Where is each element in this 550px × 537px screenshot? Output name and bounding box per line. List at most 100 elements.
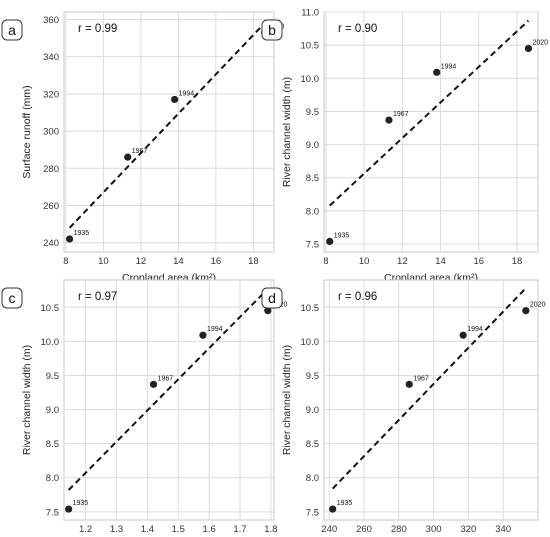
point-label: 1967 xyxy=(393,111,409,118)
x-tick-label: 18 xyxy=(512,256,523,267)
x-tick-label: 14 xyxy=(173,256,184,267)
x-tick-label: 10 xyxy=(359,256,370,267)
data-point xyxy=(385,116,393,124)
data-point xyxy=(326,237,334,245)
y-tick-label: 10.5 xyxy=(301,303,320,314)
panel-b: 8 10 12 14 16 18 7.5 8.0 8.5 9.0 9.5 10.0 10.5 11.0 19… xyxy=(261,8,548,284)
panel-letter: a xyxy=(8,22,16,38)
panel-badge xyxy=(261,287,283,309)
y-tick-label: 8.5 xyxy=(46,439,59,450)
data-point xyxy=(433,68,441,76)
point-label: 1994 xyxy=(441,63,457,70)
panel-d: 240 260 280 300 320 340 7.5 8.0 8.5 9.0 9.5 10.0 10.… xyxy=(261,279,546,535)
y-tick-label: 10.5 xyxy=(301,41,320,52)
regression-line xyxy=(67,288,269,491)
y-tick-label: 9.0 xyxy=(306,140,319,151)
data-point xyxy=(329,505,337,513)
plot-area xyxy=(323,279,539,521)
y-tick-label: 8.0 xyxy=(306,473,319,484)
point-label: 1935 xyxy=(337,500,353,507)
data-point xyxy=(65,505,73,513)
y-tick-label: 7.5 xyxy=(306,507,319,518)
y-tick-label: 7.5 xyxy=(306,240,319,251)
y-axis-label: Surface runoff (mm) xyxy=(21,85,33,178)
y-axis-label: River channel width (m) xyxy=(281,77,293,187)
data-point xyxy=(524,44,533,53)
correlation-label: r = 0.99 xyxy=(78,23,117,35)
plot-area xyxy=(323,11,539,253)
data-point xyxy=(264,307,272,315)
data-point xyxy=(459,331,467,339)
panel-badge xyxy=(261,19,283,41)
x-tick-label: 240 xyxy=(321,524,337,535)
panel-letter: c xyxy=(9,290,16,306)
plot-area xyxy=(63,279,275,521)
y-tick-label: 9.5 xyxy=(306,371,319,382)
x-tick-label: 300 xyxy=(426,524,442,535)
y-tick-label: 320 xyxy=(43,89,59,100)
data-point xyxy=(149,380,158,388)
x-tick-label: 260 xyxy=(356,524,372,535)
point-label: 1994 xyxy=(207,326,223,333)
regression-line xyxy=(68,22,266,229)
plot-area xyxy=(63,11,275,253)
panel-badge xyxy=(1,19,23,41)
data-point xyxy=(522,307,530,315)
point-label: 1967 xyxy=(132,148,148,155)
panel-letter: b xyxy=(268,22,276,38)
panel-badge xyxy=(1,287,23,309)
x-tick-label: 14 xyxy=(435,256,446,267)
x-tick-label: 1.7 xyxy=(233,524,246,535)
y-tick-label: 300 xyxy=(43,127,59,138)
point-label: 1967 xyxy=(413,375,429,382)
y-tick-label: 8.0 xyxy=(306,206,319,217)
y-tick-label: 9.0 xyxy=(46,405,59,416)
y-tick-label: 10.0 xyxy=(301,337,320,348)
x-tick-label: 1.6 xyxy=(203,524,216,535)
y-tick-label: 9.5 xyxy=(306,107,319,118)
panel-c: 1.2 1.3 1.4 1.5 1.6 1.7 1.8 7.5 8.0 8.5 9.0 9.5 10.0… xyxy=(1,279,288,535)
panel-a: 8 10 12 14 16 18 240 260 280 300 320 340 360 1935 1967… xyxy=(1,11,284,284)
y-tick-label: 9.5 xyxy=(46,371,59,382)
panel-letter: d xyxy=(268,290,276,306)
correlation-label: r = 0.90 xyxy=(338,23,377,35)
x-tick-label: 16 xyxy=(473,256,484,267)
point-label: 1967 xyxy=(158,375,174,382)
data-point xyxy=(66,235,74,243)
y-tick-label: 10.5 xyxy=(41,303,60,314)
y-axis-label: River channel width (m) xyxy=(21,345,33,455)
correlation-label: r = 0.96 xyxy=(338,291,377,303)
data-point xyxy=(171,95,179,104)
x-tick-label: 320 xyxy=(460,524,476,535)
y-tick-label: 7.5 xyxy=(46,507,59,518)
data-point xyxy=(405,380,413,388)
data-point xyxy=(124,153,132,161)
point-label: 1935 xyxy=(334,232,350,239)
x-tick-label: 1.2 xyxy=(79,524,92,535)
point-label: 1935 xyxy=(74,230,90,237)
x-tick-label: 16 xyxy=(211,256,222,267)
x-tick-label: 18 xyxy=(248,256,259,267)
point-label: 2020 xyxy=(530,302,546,309)
x-tick-label: 1.5 xyxy=(172,524,185,535)
x-tick-label: 12 xyxy=(136,256,147,267)
x-tick-label: 1.3 xyxy=(110,524,123,535)
point-label: 1935 xyxy=(73,500,89,507)
y-tick-label: 8.0 xyxy=(46,473,59,484)
y-tick-label: 260 xyxy=(43,201,59,212)
x-tick-label: 1.4 xyxy=(141,524,154,535)
x-tick-label: 280 xyxy=(391,524,407,535)
x-tick-label: 10 xyxy=(98,256,109,267)
y-tick-label: 10.0 xyxy=(301,74,320,85)
x-tick-label: 8 xyxy=(323,256,328,267)
data-point xyxy=(199,331,207,339)
y-tick-label: 9.0 xyxy=(306,405,319,416)
y-axis-label: River channel width (m) xyxy=(281,345,293,455)
regression-line xyxy=(331,287,527,490)
regression-line xyxy=(329,19,530,207)
point-label: 1994 xyxy=(467,326,483,333)
point-label: 1994 xyxy=(179,90,195,97)
point-label: 2020 xyxy=(532,39,548,46)
y-tick-label: 10.0 xyxy=(41,337,60,348)
